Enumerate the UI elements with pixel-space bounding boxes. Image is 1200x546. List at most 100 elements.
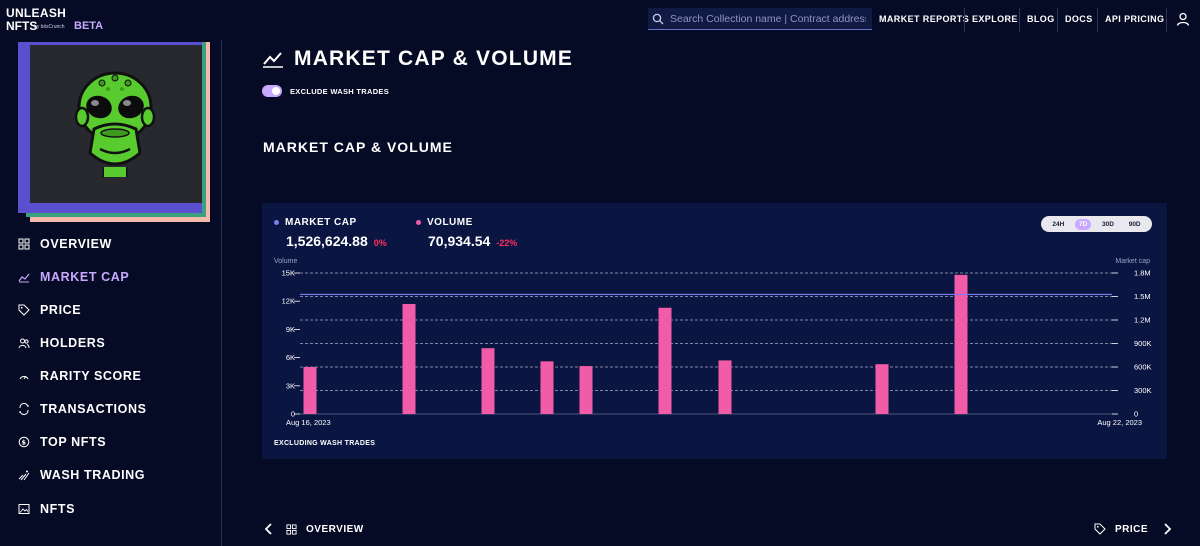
sidebar-item-overview[interactable]: OVERVIEW xyxy=(18,232,112,256)
sidebar-item-nfts[interactable]: NFTS xyxy=(18,497,75,521)
sidebar-item-label: TOP NFTS xyxy=(40,435,107,449)
sidebar-item-label: HOLDERS xyxy=(40,336,106,350)
legend-label: MARKET CAP xyxy=(285,217,357,228)
prev-page-link[interactable]: OVERVIEW xyxy=(264,520,364,538)
volume-bar xyxy=(954,274,968,414)
gauge-icon xyxy=(19,375,29,380)
sidebar-item-label: OVERVIEW xyxy=(40,237,112,251)
sidebar-item-wash-trading[interactable]: WASH TRADING xyxy=(18,463,145,487)
legend-volume: VOLUME 70,934.54 -22% xyxy=(416,217,517,249)
grid-icon xyxy=(18,238,30,250)
period-24h[interactable]: 24H xyxy=(1052,220,1065,228)
tag-icon xyxy=(1094,523,1106,535)
next-page-link[interactable]: PRICE xyxy=(1094,520,1172,538)
logo-line2: NFTS xyxy=(6,19,38,33)
beta-badge: BETA xyxy=(74,20,104,32)
sidebar-item-label: NFTS xyxy=(40,502,76,516)
x-start-label: Aug 16, 2023 xyxy=(286,418,331,427)
volume-bar xyxy=(402,304,416,414)
search-input[interactable] xyxy=(670,12,866,25)
exclude-wash-trades-toggle-row: EXCLUDE WASH TRADES xyxy=(262,84,389,98)
users-icon xyxy=(18,338,30,349)
nav-docs[interactable]: DOCS xyxy=(1065,14,1093,24)
user-icon[interactable] xyxy=(1176,12,1190,26)
volume-bar xyxy=(579,366,593,414)
volume-bar xyxy=(658,307,672,414)
page-title: MARKET CAP & VOLUME xyxy=(294,47,574,70)
next-page-label: PRICE xyxy=(1115,523,1149,535)
y-left-axis-title: Volume xyxy=(274,258,297,265)
search-bar[interactable] xyxy=(648,8,872,30)
sidebar-divider xyxy=(221,40,222,546)
chart-line-icon xyxy=(18,273,30,283)
sidebar-item-label: MARKET CAP xyxy=(40,270,130,284)
toggle-label: EXCLUDE WASH TRADES xyxy=(290,86,390,96)
nav-divider xyxy=(964,8,965,32)
period-7d[interactable]: 7D xyxy=(1075,218,1092,230)
nav-divider xyxy=(1097,8,1098,32)
volume-change: -22% xyxy=(496,238,518,248)
grid-icon xyxy=(286,523,297,535)
svg-text:$: $ xyxy=(21,438,26,446)
x-end-label: Aug 22, 2023 xyxy=(1097,418,1142,427)
tag-icon xyxy=(18,304,30,316)
y-left-tick-label: 0 xyxy=(291,410,295,419)
nav-blog[interactable]: BLOG xyxy=(1027,14,1055,24)
search-icon xyxy=(652,13,664,24)
swap-icon xyxy=(19,403,29,415)
nav-divider xyxy=(1019,8,1020,32)
chart-line-icon xyxy=(263,52,283,68)
sidebar-item-transactions[interactable]: TRANSACTIONS xyxy=(18,397,147,421)
nav-divider xyxy=(1166,8,1167,32)
logo-line1: UNLEASH xyxy=(6,6,67,20)
sidebar-item-holders[interactable]: HOLDERS xyxy=(18,331,105,355)
y-left-tick-label: 15K xyxy=(282,269,295,278)
nav-api-pricing[interactable]: API PRICING xyxy=(1105,14,1165,24)
sidebar-item-price[interactable]: PRICE xyxy=(18,298,81,322)
y-right-tick-label: 300K xyxy=(1134,386,1152,395)
excluding-wash-trades-note: EXCLUDING WASH TRADES xyxy=(274,440,376,447)
legend-market-cap: MARKET CAP 1,526,624.88 0% xyxy=(274,217,387,249)
legend-label: VOLUME xyxy=(427,217,473,228)
y-right-tick-label: 900K xyxy=(1134,339,1152,348)
image-icon xyxy=(18,504,30,514)
wash-icon xyxy=(18,470,30,481)
sidebar-item-label: PRICE xyxy=(40,303,82,317)
collection-avatar xyxy=(18,42,210,222)
market-cap-value: 1,526,624.88 xyxy=(286,233,368,249)
y-left-tick-label: 9K xyxy=(286,325,295,334)
y-left-tick-label: 12K xyxy=(282,297,295,306)
volume-bar xyxy=(718,360,732,414)
y-left-tick-label: 3K xyxy=(286,381,295,390)
exclude-wash-trades-toggle[interactable] xyxy=(262,85,282,97)
logo-by: by bitsCrunch xyxy=(34,24,65,30)
y-left-tick-label: 6K xyxy=(286,353,295,362)
nav-market-reports[interactable]: MARKET REPORTS xyxy=(879,14,970,24)
volume-dot xyxy=(416,220,421,225)
y-right-tick-label: 600K xyxy=(1134,363,1152,372)
y-right-axis-title: Market cap xyxy=(1115,258,1150,265)
sidebar-item-rarity-score[interactable]: RARITY SCORE xyxy=(18,364,141,388)
avatar-frame-blue xyxy=(18,42,202,213)
market-cap-change: 0% xyxy=(373,238,387,248)
top-header: UNLEASH NFTS by bitsCrunch BETA MARKET R… xyxy=(0,0,1200,40)
collection-image xyxy=(30,45,202,203)
period-30d[interactable]: 30D xyxy=(1102,220,1114,228)
sidebar-item-top-nfts[interactable]: $ TOP NFTS xyxy=(18,430,106,454)
chevron-right-icon xyxy=(1164,523,1172,535)
sidebar-item-market-cap[interactable]: MARKET CAP xyxy=(18,265,129,289)
logo[interactable]: UNLEASH NFTS by bitsCrunch BETA xyxy=(6,6,106,34)
alien-ape-image xyxy=(74,71,156,177)
sidebar-item-label: WASH TRADING xyxy=(40,468,146,482)
market-cap-volume-chart: Volume Market cap 0 300K 600K 900K 1.2M 1.5M 1.8… xyxy=(274,258,1152,427)
period-selector: 24H 7D 30D 90D xyxy=(1041,216,1152,232)
period-90d[interactable]: 90D xyxy=(1128,220,1141,228)
y-right-tick-label: 1.2M xyxy=(1134,316,1151,325)
y-right-tick-label: 1.5M xyxy=(1134,292,1151,301)
prev-page-label: OVERVIEW xyxy=(306,523,364,535)
y-right-tick-label: 1.8M xyxy=(1134,269,1151,278)
page-title-row: MARKET CAP & VOLUME xyxy=(262,46,573,72)
nav-explore[interactable]: EXPLORE xyxy=(972,14,1018,24)
market-cap-dot xyxy=(274,220,279,225)
volume-bar xyxy=(481,348,495,414)
